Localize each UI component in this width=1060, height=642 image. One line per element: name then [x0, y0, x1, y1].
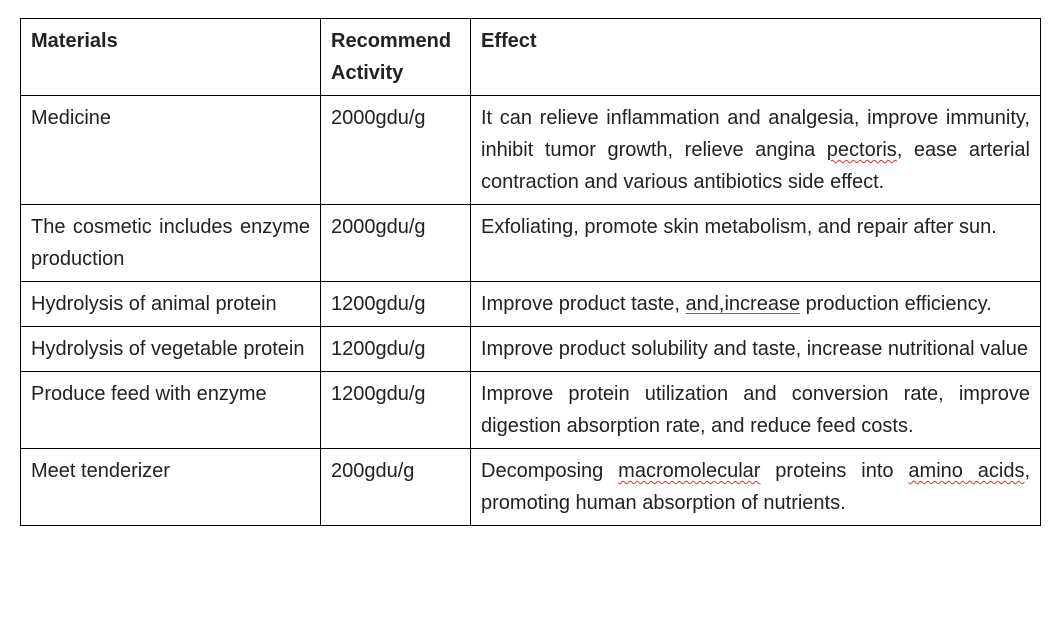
header-materials: Materials [21, 19, 321, 96]
effect-text: proteins into [760, 460, 908, 482]
header-activity: Recommend Activity [321, 19, 471, 96]
cell-activity: 1200gdu/g [321, 372, 471, 449]
cell-materials: Medicine [21, 96, 321, 205]
cell-activity: 200gdu/g [321, 449, 471, 526]
table-row: Hydrolysis of animal protein 1200gdu/g I… [21, 282, 1041, 327]
table-row: The cosmetic includes enzyme production … [21, 205, 1041, 282]
effect-text: Improve product solubility and taste, in… [481, 338, 1028, 360]
header-effect: Effect [471, 19, 1041, 96]
effect-text: Decomposing [481, 460, 618, 482]
cell-materials: Hydrolysis of animal protein [21, 282, 321, 327]
cell-effect: Decomposing macromolecular proteins into… [471, 449, 1041, 526]
cell-materials: Meet tenderizer [21, 449, 321, 526]
table-row: Produce feed with enzyme 1200gdu/g Impro… [21, 372, 1041, 449]
effect-underline: amino acids [908, 460, 1024, 482]
cell-materials: Produce feed with enzyme [21, 372, 321, 449]
effect-text: Improve product taste, [481, 293, 686, 315]
cell-materials: Hydrolysis of vegetable protein [21, 327, 321, 372]
effect-text: Improve protein utilization and conversi… [481, 383, 1030, 437]
cell-materials: The cosmetic includes enzyme production [21, 205, 321, 282]
materials-table: Materials Recommend Activity Effect Medi… [20, 18, 1041, 526]
effect-text: production efficiency. [800, 293, 992, 315]
cell-activity: 1200gdu/g [321, 282, 471, 327]
cell-effect: Improve protein utilization and conversi… [471, 372, 1041, 449]
effect-underline: pectoris [827, 139, 897, 161]
table-row: Hydrolysis of vegetable protein 1200gdu/… [21, 327, 1041, 372]
table-header-row: Materials Recommend Activity Effect [21, 19, 1041, 96]
cell-effect: It can relieve inflammation and analgesi… [471, 96, 1041, 205]
cell-activity: 2000gdu/g [321, 96, 471, 205]
cell-effect: Improve product taste, and,increase prod… [471, 282, 1041, 327]
cell-activity: 1200gdu/g [321, 327, 471, 372]
effect-underline: macromolecular [618, 460, 760, 482]
effect-underline: and,increase [686, 293, 801, 315]
cell-activity: 2000gdu/g [321, 205, 471, 282]
effect-text: Exfoliating, promote skin metabolism, an… [481, 216, 997, 238]
cell-effect: Improve product solubility and taste, in… [471, 327, 1041, 372]
table-row: Meet tenderizer 200gdu/g Decomposing mac… [21, 449, 1041, 526]
cell-effect: Exfoliating, promote skin metabolism, an… [471, 205, 1041, 282]
table-row: Medicine 2000gdu/g It can relieve inflam… [21, 96, 1041, 205]
